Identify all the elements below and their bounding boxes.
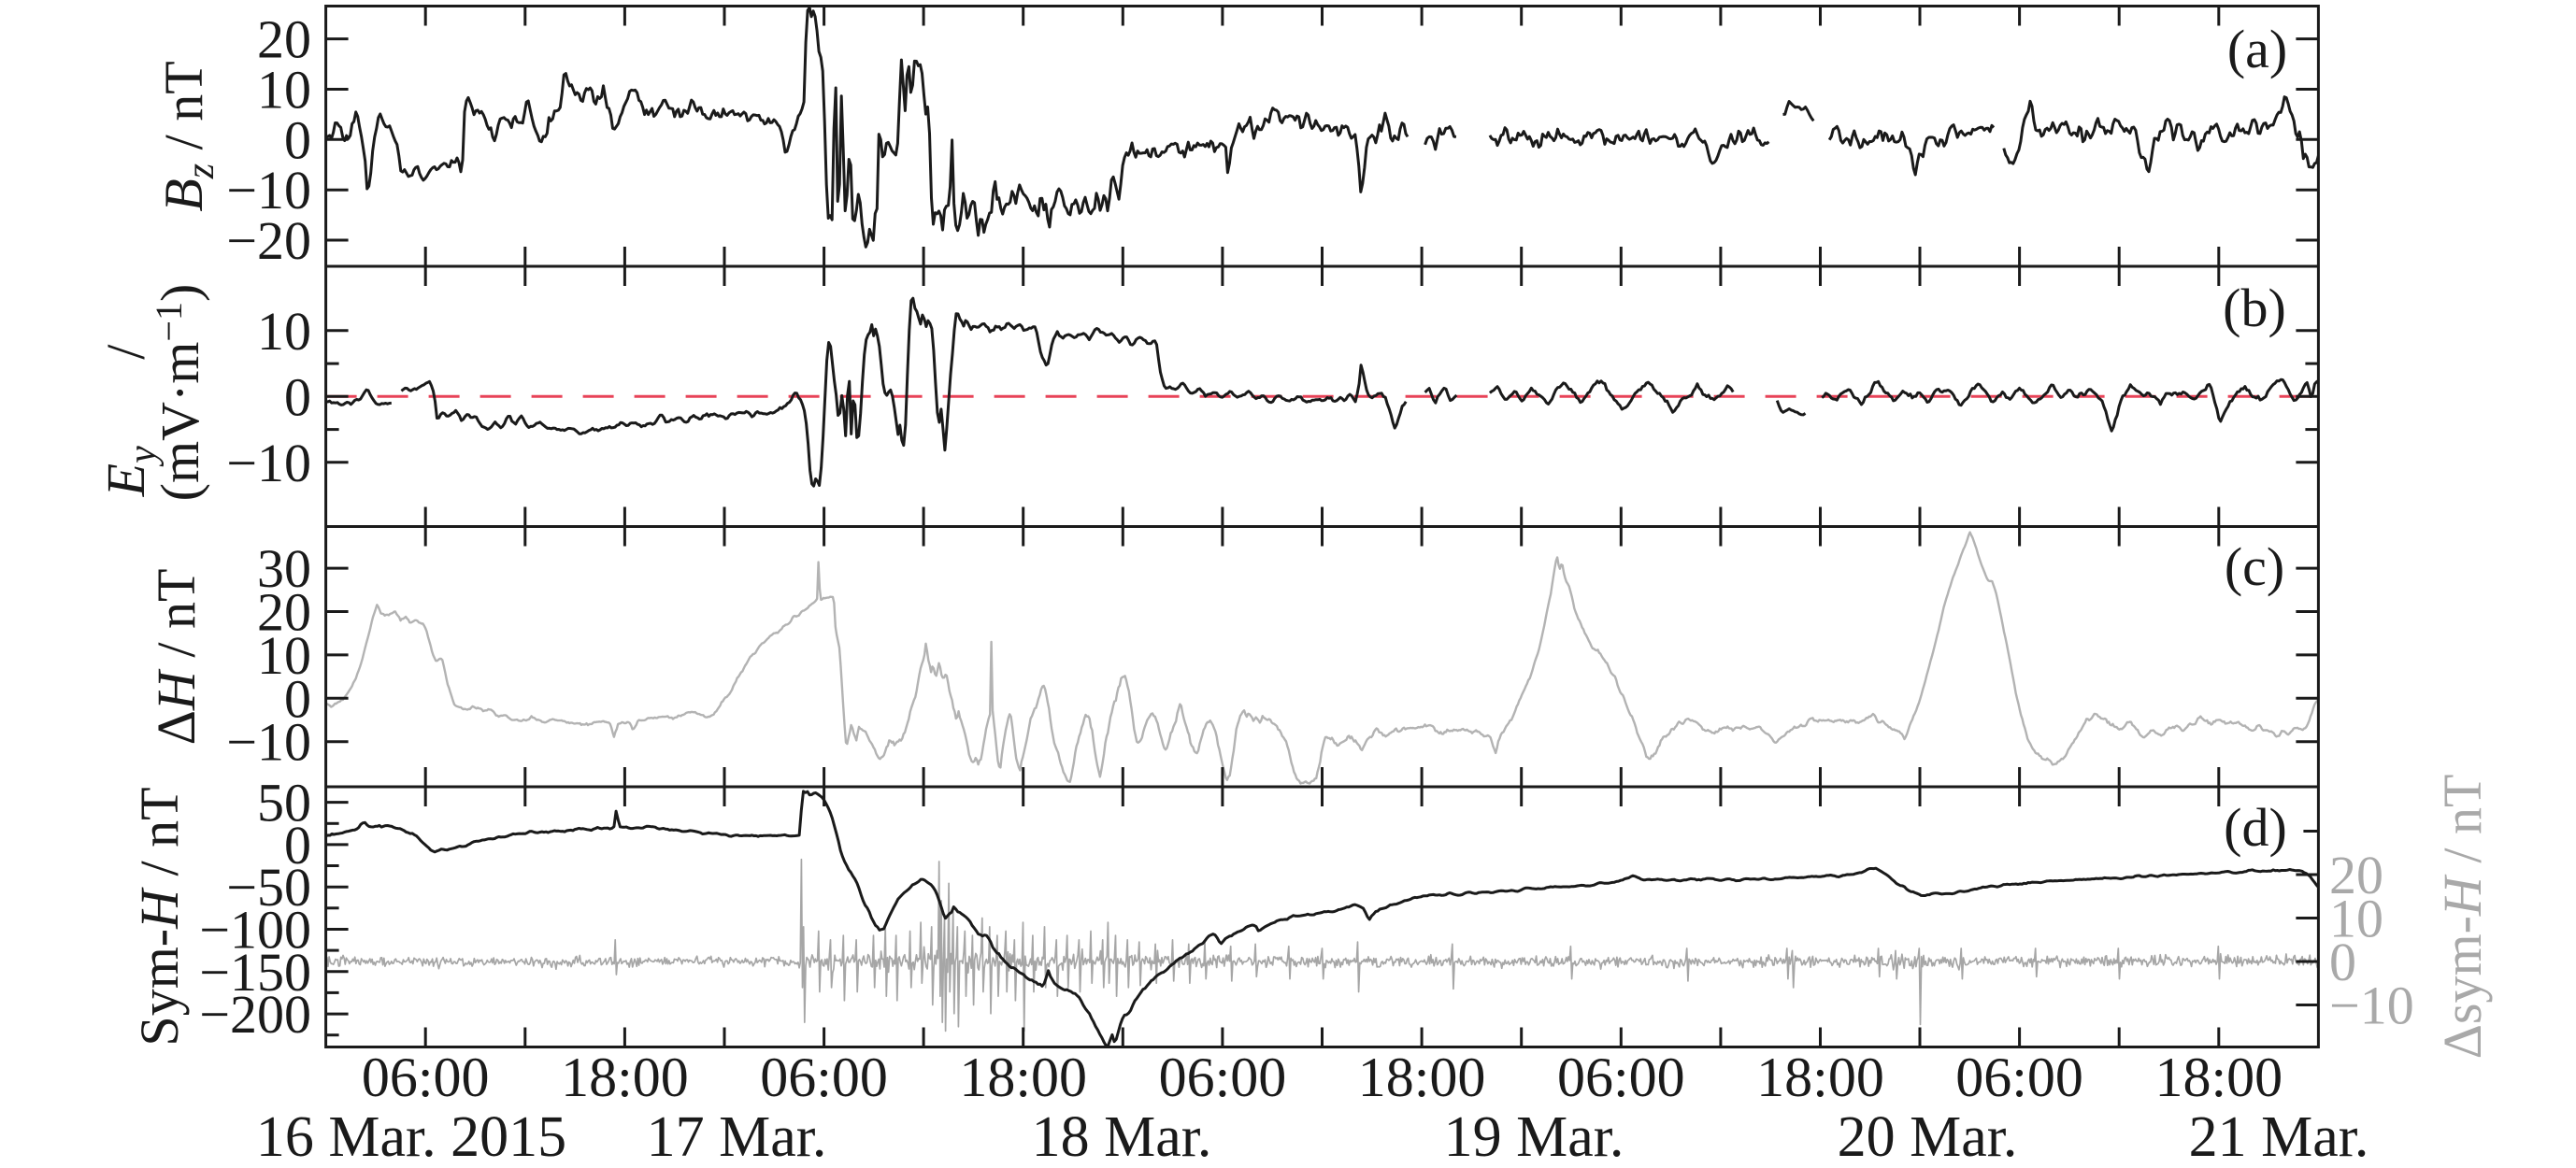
- svg-text:18:00: 18:00: [2154, 1047, 2283, 1108]
- svg-text:−150: −150: [199, 942, 311, 1003]
- svg-text:18:00: 18:00: [561, 1047, 689, 1108]
- svg-text:18:00: 18:00: [1358, 1047, 1486, 1108]
- svg-text:Δsym-H / nT: Δsym-H / nT: [2432, 775, 2493, 1060]
- svg-text:−50: −50: [226, 857, 311, 918]
- svg-text:(d): (d): [2224, 797, 2287, 858]
- svg-text:18:00: 18:00: [959, 1047, 1087, 1108]
- svg-text:−10: −10: [2329, 976, 2414, 1036]
- svg-text:20 Mar.: 20 Mar.: [1838, 1105, 2018, 1168]
- svg-text:20: 20: [257, 9, 311, 70]
- svg-text:(b): (b): [2223, 278, 2286, 338]
- svg-text:16 Mar. 2015: 16 Mar. 2015: [256, 1105, 566, 1168]
- svg-text:10: 10: [257, 625, 311, 686]
- svg-text:Bz / nT: Bz / nT: [153, 61, 222, 211]
- svg-text:20: 20: [257, 582, 311, 643]
- svg-text:18:00: 18:00: [1756, 1047, 1884, 1108]
- svg-text:30: 30: [257, 538, 311, 599]
- svg-text:0: 0: [284, 366, 311, 427]
- svg-text:−100: −100: [199, 900, 311, 961]
- svg-text:0: 0: [284, 815, 311, 876]
- svg-text:10: 10: [257, 301, 311, 362]
- svg-text:20: 20: [2329, 845, 2383, 905]
- svg-text:−10: −10: [226, 712, 311, 773]
- svg-text:06:00: 06:00: [760, 1047, 888, 1108]
- svg-text:17 Mar.: 17 Mar.: [647, 1105, 827, 1168]
- svg-text:Sym-H / nT: Sym-H / nT: [129, 787, 190, 1046]
- svg-text:21 Mar.: 21 Mar.: [2189, 1105, 2369, 1168]
- svg-text:(a): (a): [2227, 19, 2287, 79]
- svg-text:−20: −20: [226, 210, 311, 271]
- svg-text:06:00: 06:00: [362, 1047, 490, 1108]
- svg-text:0: 0: [2329, 932, 2356, 992]
- svg-text:ΔH / nT: ΔH / nT: [146, 569, 207, 746]
- svg-text:10: 10: [257, 60, 311, 121]
- svg-text:50: 50: [257, 773, 311, 833]
- svg-text:(c): (c): [2225, 536, 2284, 597]
- svg-text:−200: −200: [199, 984, 311, 1045]
- svg-text:18 Mar.: 18 Mar.: [1032, 1105, 1212, 1168]
- svg-text:06:00: 06:00: [1955, 1047, 2083, 1108]
- svg-text:0: 0: [284, 668, 311, 729]
- svg-text:06:00: 06:00: [1557, 1047, 1685, 1108]
- svg-text:10: 10: [2329, 889, 2383, 949]
- svg-text:−10: −10: [226, 160, 311, 221]
- svg-text:19 Mar.: 19 Mar.: [1444, 1105, 1624, 1168]
- svg-text:−10: −10: [226, 433, 311, 493]
- svg-text:Ey /: Ey /: [95, 344, 165, 498]
- svg-text:06:00: 06:00: [1159, 1047, 1287, 1108]
- svg-text:0: 0: [284, 109, 311, 170]
